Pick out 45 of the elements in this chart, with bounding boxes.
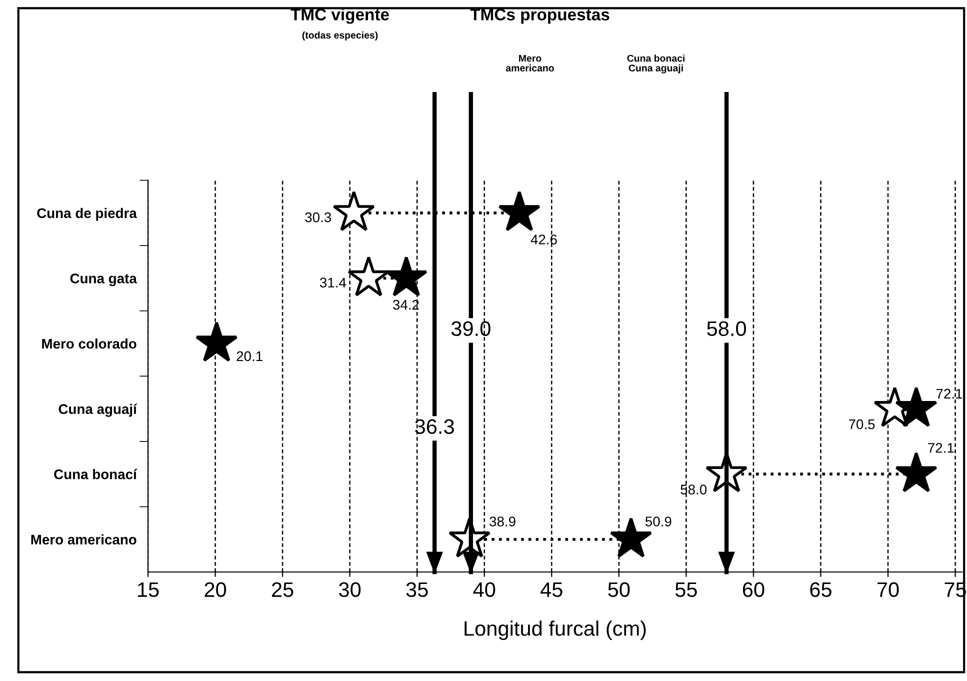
x-tick-label: 25 — [272, 582, 294, 598]
point — [498, 190, 541, 232]
x-tick-label: 70 — [877, 582, 899, 598]
x-tick-label: 30 — [339, 582, 361, 598]
x-tick-label: 65 — [810, 582, 832, 598]
x-tick-label: 60 — [742, 582, 764, 598]
data-label: 72.1 — [936, 388, 962, 398]
data-label: 72.1 — [928, 442, 954, 453]
x-tick-label: 55 — [675, 582, 697, 598]
point — [895, 386, 938, 428]
data-label: 50.9 — [645, 516, 672, 526]
point — [895, 452, 938, 492]
text: TMCs propuestas — [470, 8, 610, 24]
text: TMC vigente — [290, 8, 389, 24]
y-tick-label: Mero colorado — [42, 338, 136, 349]
point — [347, 256, 390, 296]
data-label: 42.6 — [530, 234, 557, 244]
data-label: 38.9 — [490, 516, 516, 526]
x-tick-label: 15 — [138, 582, 159, 598]
data-label: 31.4 — [320, 278, 346, 288]
ref-line-label: 58.0 — [707, 321, 746, 336]
x-tick-label: 35 — [406, 582, 428, 598]
point — [385, 256, 428, 296]
y-tick-label: Mero americano — [31, 534, 136, 545]
x-tick-label: 40 — [473, 582, 496, 598]
x-tick-label: 50 — [608, 582, 630, 598]
text: Mero americano — [506, 54, 554, 72]
data-label: 20.1 — [236, 351, 262, 362]
x-tick-label: 20 — [204, 582, 226, 598]
x-tick-label: 45 — [540, 582, 562, 598]
y-tick-label: Cuna aguají — [58, 404, 138, 417]
text: Cuna bonaci Cuna aguaji — [627, 54, 684, 74]
y-tick-label: Cuna gata — [70, 274, 137, 286]
text: (todas especies) — [302, 31, 378, 41]
data-label: 34.2 — [392, 300, 419, 310]
ref-line-label: 39.0 — [451, 321, 490, 336]
data-label: 70.5 — [848, 419, 875, 430]
y-tick-label: Cuna de piedra — [37, 208, 137, 221]
point — [332, 190, 376, 232]
x-axis-title: Longitud furcal (cm) — [464, 620, 646, 640]
ref-line-label: 36.3 — [415, 419, 454, 434]
data-label: 30.3 — [305, 212, 332, 222]
y-tick-label: Cuna bonací — [54, 468, 138, 480]
point — [195, 321, 238, 362]
data-label: 58.0 — [680, 484, 707, 494]
